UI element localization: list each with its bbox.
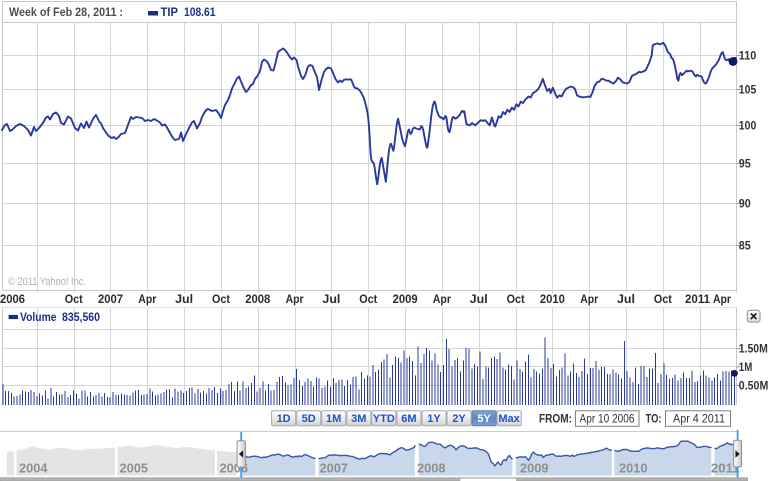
svg-text:2004: 2004 <box>19 462 48 476</box>
svg-text:0.50M: 0.50M <box>739 381 769 393</box>
svg-text:108.61: 108.61 <box>184 7 216 19</box>
svg-text:Jul: Jul <box>175 294 193 306</box>
svg-text:2006: 2006 <box>0 294 25 306</box>
svg-text:2010: 2010 <box>619 462 648 476</box>
svg-text:Oct: Oct <box>507 294 525 306</box>
svg-text:© 2011 Yahoo! Inc.: © 2011 Yahoo! Inc. <box>8 276 86 288</box>
svg-text:FROM:: FROM: <box>539 414 572 426</box>
svg-text:Apr 10 2006: Apr 10 2006 <box>580 414 635 426</box>
svg-text:105: 105 <box>739 85 757 97</box>
svg-text:2009: 2009 <box>393 294 418 306</box>
svg-text:85: 85 <box>739 241 752 253</box>
svg-text:1M: 1M <box>739 362 753 374</box>
svg-text:Oct: Oct <box>359 294 377 306</box>
svg-text:YTD: YTD <box>373 413 395 425</box>
svg-text:Week of Feb 28, 2011 :: Week of Feb 28, 2011 : <box>9 7 123 19</box>
svg-text:Apr: Apr <box>286 294 304 306</box>
svg-text:2007: 2007 <box>320 462 349 476</box>
svg-text:Apr: Apr <box>713 294 731 306</box>
svg-text:5Y: 5Y <box>477 413 491 425</box>
svg-text:TIP: TIP <box>161 7 179 19</box>
svg-text:Jul: Jul <box>470 294 488 306</box>
svg-text:1Y: 1Y <box>427 413 441 425</box>
svg-text:2008: 2008 <box>245 294 271 306</box>
svg-text:Jul: Jul <box>617 294 635 306</box>
svg-text:835,560: 835,560 <box>62 312 100 324</box>
svg-text:1M: 1M <box>326 413 341 425</box>
svg-text:Apr: Apr <box>433 294 451 306</box>
svg-text:Max: Max <box>498 413 520 425</box>
svg-text:Oct: Oct <box>654 294 672 306</box>
svg-text:Apr 4 2011: Apr 4 2011 <box>673 414 725 426</box>
svg-text:Apr: Apr <box>580 294 598 306</box>
svg-text:6M: 6M <box>401 413 416 425</box>
svg-text:2007: 2007 <box>98 294 123 306</box>
svg-text:TO:: TO: <box>646 414 662 426</box>
svg-text:100: 100 <box>739 121 757 133</box>
svg-text:5D: 5D <box>302 413 316 425</box>
svg-text:1D: 1D <box>277 413 291 425</box>
svg-text:2008: 2008 <box>417 462 446 476</box>
svg-text:Jul: Jul <box>322 294 340 306</box>
svg-text:Oct: Oct <box>65 294 83 306</box>
svg-text:90: 90 <box>739 199 751 211</box>
svg-text:3M: 3M <box>351 413 366 425</box>
svg-text:2011: 2011 <box>711 462 740 476</box>
svg-text:2005: 2005 <box>120 462 149 476</box>
svg-text:2Y: 2Y <box>452 413 466 425</box>
svg-text:95: 95 <box>739 159 752 171</box>
svg-text:2009: 2009 <box>520 462 549 476</box>
svg-text:Apr: Apr <box>138 294 156 306</box>
svg-text:2011: 2011 <box>685 294 711 306</box>
svg-text:1.50M: 1.50M <box>739 344 768 356</box>
svg-text:Volume: Volume <box>20 312 57 324</box>
svg-text:2010: 2010 <box>540 294 565 306</box>
svg-text:110: 110 <box>739 51 757 63</box>
svg-text:Oct: Oct <box>212 294 230 306</box>
